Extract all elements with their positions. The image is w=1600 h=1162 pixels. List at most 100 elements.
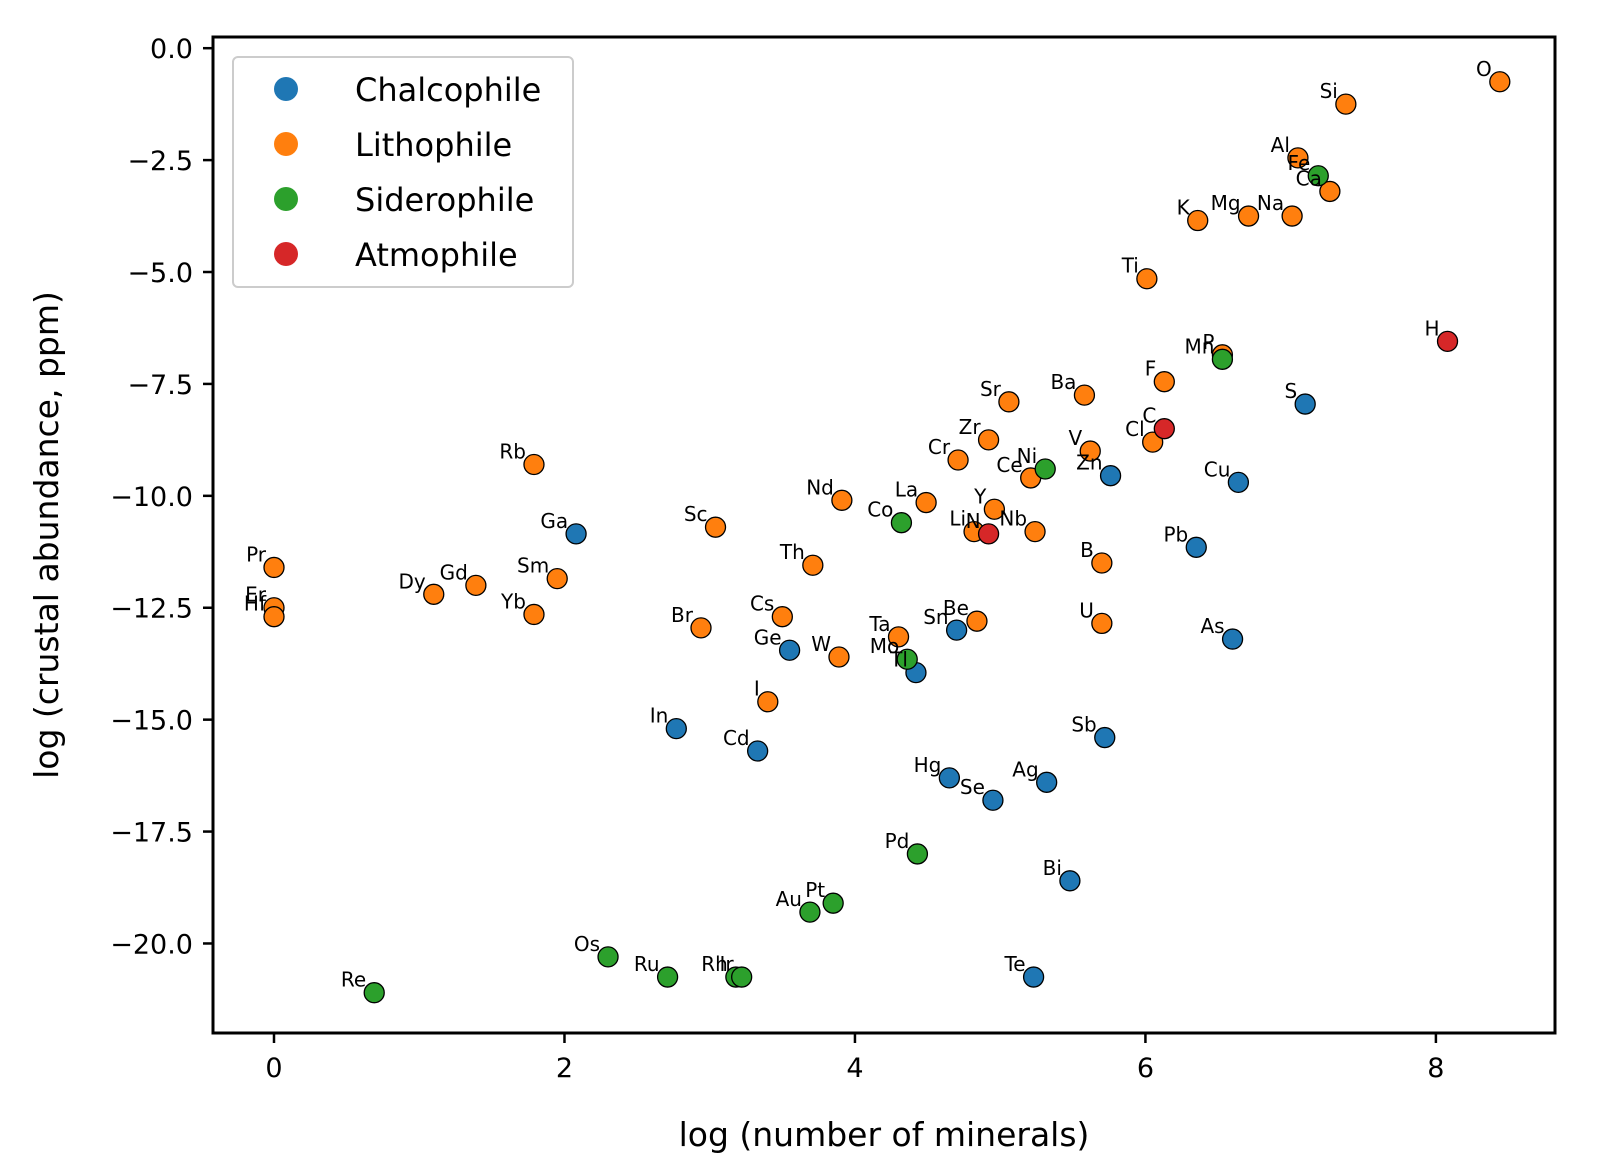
data-point-be — [966, 610, 988, 632]
point-label-sm: Sm — [517, 554, 549, 578]
point-label-cl: Cl — [1125, 417, 1145, 441]
point-label-al: Al — [1271, 133, 1290, 157]
data-point-au — [799, 901, 821, 923]
legend-label-lithophile: Lithophile — [355, 126, 512, 164]
data-point-ti — [1136, 268, 1158, 290]
plot-frame — [211, 35, 1557, 1035]
point-label-pr: Pr — [246, 542, 267, 566]
data-point-sn — [945, 619, 968, 641]
point-label-mo: Mo — [870, 634, 900, 658]
data-point-cs — [771, 606, 793, 628]
data-point-zr — [977, 429, 1000, 451]
point-label-u: U — [1079, 598, 1094, 622]
point-label-ni: Ni — [1017, 444, 1038, 468]
point-label-o: O — [1476, 57, 1492, 81]
data-point-br — [690, 617, 712, 639]
point-label-y: Y — [973, 484, 987, 508]
data-point-ir — [731, 966, 753, 988]
point-label-cu: Cu — [1204, 457, 1231, 481]
data-point-c — [1153, 418, 1175, 440]
data-point-te — [1022, 966, 1045, 988]
y-tick-label: −17.5 — [110, 818, 193, 849]
point-label-in: In — [650, 704, 669, 728]
x-tick-label: 8 — [1427, 1053, 1444, 1084]
point-label-si: Si — [1320, 79, 1338, 103]
data-point-pb — [1185, 536, 1207, 558]
point-label-s: S — [1284, 379, 1297, 403]
point-label-au: Au — [776, 887, 802, 911]
point-label-cs: Cs — [750, 592, 774, 616]
point-label-ru: Ru — [634, 952, 660, 976]
x-tick-label: 4 — [846, 1053, 863, 1084]
data-point-pr — [263, 556, 285, 579]
x-axis-ticks: 0 2 4 6 8 — [265, 1033, 1444, 1084]
point-label-sn: Sn — [923, 605, 948, 629]
y-tick-label: −20.0 — [110, 929, 193, 960]
point-label-fe: Fe — [1288, 151, 1311, 175]
data-point-u — [1091, 612, 1113, 635]
data-point-h — [1436, 330, 1459, 353]
data-point-cl — [1142, 431, 1164, 453]
point-label-te: Te — [1003, 952, 1025, 976]
x-tick-label: 0 — [265, 1053, 282, 1084]
data-point-ca — [1319, 180, 1341, 203]
point-label-zn: Zn — [1076, 451, 1102, 475]
y-tick-label: −10.0 — [110, 482, 193, 513]
data-point-nb — [1024, 520, 1046, 543]
y-tick-label: −2.5 — [127, 146, 193, 177]
data-point-nd — [831, 489, 853, 511]
point-label-ga: Ga — [540, 509, 568, 533]
x-axis-title: log (number of minerals) — [679, 1115, 1090, 1154]
legend-box — [232, 56, 574, 288]
y-tick-label: −5.0 — [127, 258, 193, 289]
data-point-ag — [1036, 771, 1058, 793]
point-label-re: Re — [341, 968, 366, 992]
point-label-hf: Hf — [244, 592, 267, 616]
point-label-cr: Cr — [928, 435, 951, 459]
data-point-sb — [1094, 726, 1116, 749]
data-point-na — [1281, 205, 1303, 227]
point-label-os: Os — [574, 932, 600, 956]
point-label-na: Na — [1257, 191, 1284, 215]
data-point-hf — [263, 606, 285, 628]
data-point-fe — [1307, 165, 1329, 187]
data-point-sm — [546, 567, 568, 590]
data-point-mg — [1237, 205, 1260, 227]
data-point-rb — [523, 453, 545, 476]
point-label-ge: Ge — [754, 625, 782, 649]
data-point-ge — [778, 639, 801, 661]
data-point-in — [665, 717, 687, 740]
point-label-gd: Gd — [440, 560, 468, 584]
data-point-yb — [523, 603, 545, 626]
point-label-w: W — [811, 632, 831, 656]
point-label-ir: Ir — [720, 952, 735, 976]
point-label-th: Th — [779, 540, 805, 564]
point-label-li: Li — [949, 507, 966, 531]
data-point-co — [890, 512, 913, 534]
data-point-pd — [906, 843, 929, 865]
point-label-c: C — [1142, 404, 1156, 428]
data-point-v — [1079, 440, 1101, 462]
legend-marker-atmophile — [274, 242, 298, 266]
point-label-v: V — [1069, 426, 1083, 450]
data-point-gd — [465, 574, 487, 597]
point-label-br: Br — [671, 603, 694, 627]
point-label-tl: Tl — [889, 648, 908, 672]
point-label-p: P — [1202, 330, 1214, 354]
data-point-zn — [1099, 465, 1122, 487]
data-point-hg — [938, 767, 961, 789]
point-label-hg: Hg — [914, 753, 942, 777]
point-label-nd: Nd — [806, 475, 834, 499]
y-tick-label: 0.0 — [150, 34, 193, 65]
data-point-cr — [947, 449, 969, 471]
data-point-si — [1335, 93, 1357, 115]
point-label-i: I — [754, 677, 760, 701]
y-tick-label: −15.0 — [110, 706, 193, 737]
data-point-w — [828, 646, 850, 668]
data-point-as — [1221, 628, 1244, 650]
point-label-cd: Cd — [723, 726, 750, 750]
data-point-f — [1153, 371, 1175, 393]
point-label-zr: Zr — [959, 415, 982, 439]
